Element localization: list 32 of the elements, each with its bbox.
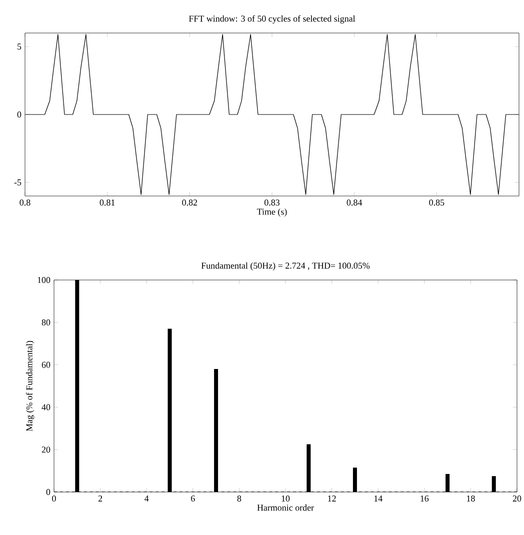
x-tick-label: 0.82: [182, 200, 198, 206]
x-tick-label: 0.83: [264, 200, 280, 206]
x-tick-label: 20: [512, 496, 522, 502]
x-axis-title: Harmonic order: [257, 504, 314, 511]
y-tick-label: 20: [42, 446, 50, 453]
x-tick-label: 0.85: [429, 200, 444, 206]
y-tick-label: 100: [38, 276, 50, 284]
x-tick-label: 14: [374, 496, 382, 502]
chart-title: FFT window: 3 of 50 cycles of selected signal: [188, 15, 356, 24]
x-tick-label: 0.8: [20, 200, 30, 206]
y-axis-title: Mag (% of Fundamental): [26, 340, 34, 432]
x-tick-label: 0.81: [100, 200, 115, 206]
x-tick-label: 6: [191, 496, 195, 502]
y-tick-label: 0: [46, 488, 50, 496]
x-tick-label: 8: [237, 496, 242, 502]
x-tick-label: 16: [420, 496, 429, 502]
y-tick-label: 40: [42, 404, 50, 410]
x-tick-label: 2: [98, 496, 102, 502]
x-tick-label: 0: [52, 496, 56, 502]
x-axis-title: Time (s): [257, 208, 287, 217]
x-tick-label: 18: [467, 496, 475, 502]
x-tick-label: 10: [282, 496, 290, 502]
line-series: [25, 34, 520, 195]
y-tick-label: 0: [17, 111, 22, 118]
x-tick-label: 12: [328, 496, 336, 502]
y-tick-label: 60: [42, 362, 50, 368]
chart-title: Fundamental (50Hz) = 2.724 , THD= 100.05%: [201, 262, 370, 270]
x-tick-label: 0.84: [346, 200, 362, 206]
y-tick-label: 5: [18, 44, 22, 50]
y-tick-label: -5: [14, 179, 22, 186]
x-tick-label: 4: [144, 496, 149, 502]
y-tick-label: 80: [42, 319, 50, 326]
